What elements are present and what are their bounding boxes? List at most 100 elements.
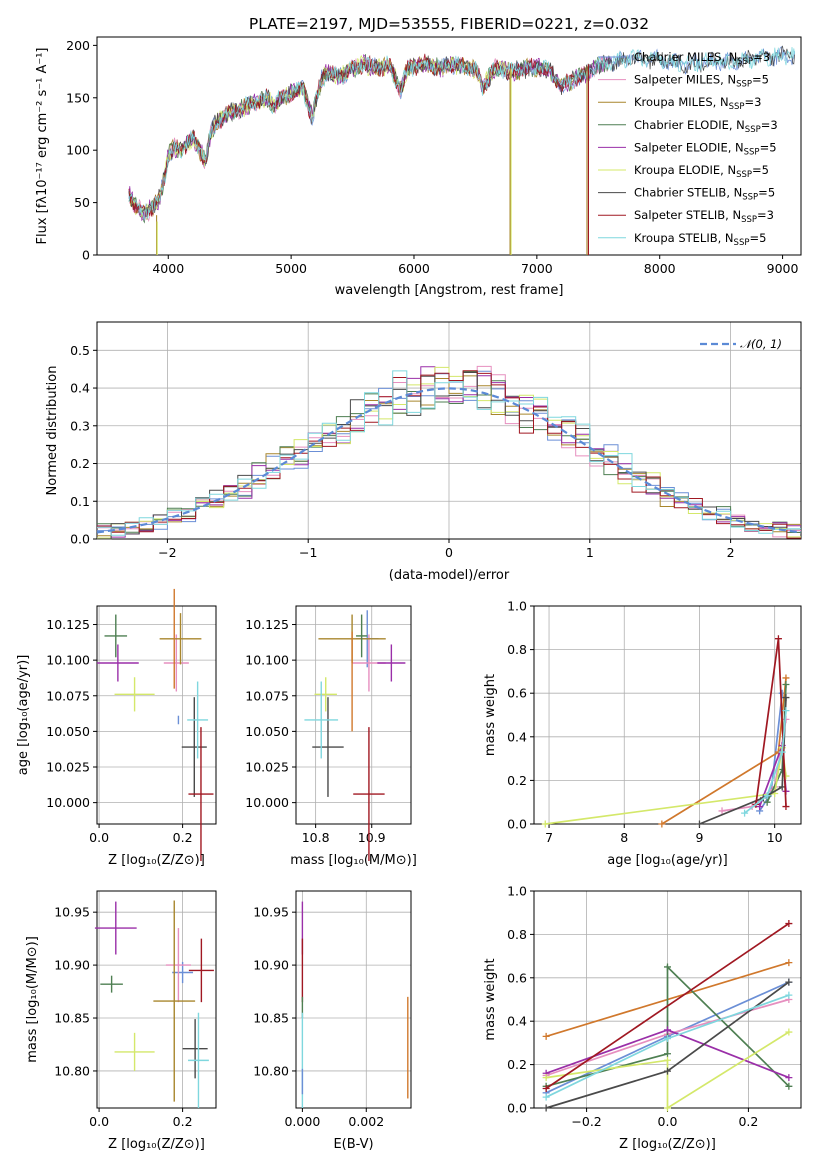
y-tick-label: 10.075 — [46, 688, 90, 703]
y-tick-label: 10.95 — [54, 905, 90, 920]
x-tick-label: 10 — [767, 830, 783, 845]
weight-marker — [664, 1056, 671, 1064]
legend-nssp-eq: = — [749, 231, 759, 245]
x-tick-label: 0.2 — [738, 1114, 758, 1129]
legend-nssp-eq: = — [752, 73, 762, 87]
axes-frame — [96, 36, 802, 256]
legend-series-name: Salpeter ELODIE — [634, 140, 728, 154]
x-axis-label: E(B-V) — [333, 1137, 373, 1152]
age-vs-mass-panel: 10.8 10.9 10.000 10.025 10.050 10.075 10.100 10… — [245, 605, 417, 868]
age-vs-metallicity-panel: 0.0 0.2 10.000 10.025 10.050 10.075 10.100 10.1… — [16, 588, 217, 868]
legend-nssp-sub: SSP — [741, 215, 757, 225]
legend-series-name: Chabrier ELODIE — [634, 118, 729, 132]
spectrum-line — [128, 56, 589, 221]
legend-nssp-sub: SSP — [744, 147, 760, 157]
y-tick-label: 0.2 — [507, 1057, 527, 1072]
x-tick-label: 0.0 — [658, 1114, 678, 1129]
weight-marker — [785, 1028, 793, 1036]
mass-vs-ebv-panel: 0.000 0.002 10.80 10.85 10.90 10.95 E(B-V) — [253, 890, 412, 1152]
axes-frame — [96, 321, 802, 540]
legend-nssp-prefix: , N — [713, 95, 729, 109]
y-tick-label: 10.000 — [245, 795, 289, 810]
weight-marker — [774, 635, 782, 643]
mass-vs-metallicity-panel: 0.0 0.2 10.80 10.85 10.90 10.95 Z [log₁₀(Z/Z⊙)… — [25, 890, 217, 1152]
y-tick-label: 50 — [74, 195, 90, 210]
x-tick-label: 7000 — [521, 261, 553, 276]
weight-line — [699, 697, 787, 825]
residual-histogram — [97, 375, 801, 537]
axes-frame — [295, 605, 412, 825]
y-tick-label: 0.8 — [507, 927, 527, 942]
y-tick-label: 100 — [66, 143, 90, 158]
y-tick-label: 10.025 — [46, 760, 90, 775]
weight-line — [755, 638, 787, 807]
legend-nssp-eq: = — [760, 140, 770, 154]
weight-line — [545, 1031, 790, 1110]
x-tick-label: 10.9 — [358, 830, 386, 845]
legend-nssp-value: 5 — [762, 73, 769, 87]
y-tick-label: 0.6 — [507, 970, 527, 985]
normal-legend-label: 𝒩(0, 1) — [740, 337, 782, 351]
y-tick-label: 10.050 — [46, 724, 90, 739]
x-tick-label: 4000 — [152, 261, 184, 276]
weight-marker — [741, 809, 749, 817]
y-tick-label: 1.0 — [507, 599, 527, 614]
x-tick-label: 0.2 — [173, 1114, 193, 1129]
legend-nssp-eq: = — [758, 186, 768, 200]
y-axis-label: age [log₁₀(age/yr)] — [16, 655, 31, 776]
weight-marker — [785, 991, 793, 999]
massweight-vs-metallicity-panel: −0.2 0.0 0.2 0.0 0.2 0.4 0.6 0.8 1.0 Z [log₁₀(Z/Z… — [483, 884, 802, 1152]
legend-entry: Kroupa ELODIE, NSSP=5 — [634, 163, 769, 180]
legend-series-name: Salpeter MILES — [634, 73, 720, 87]
y-tick-label: 0.6 — [507, 686, 527, 701]
legend-nssp-prefix: , N — [725, 208, 741, 222]
y-tick-label: 10.000 — [46, 795, 90, 810]
legend-nssp-value: 5 — [768, 186, 775, 200]
x-tick-label: 9000 — [767, 261, 799, 276]
weight-marker — [782, 803, 790, 811]
y-tick-label: 10.125 — [245, 617, 289, 632]
y-tick-label: 10.100 — [245, 653, 289, 668]
axes-frame — [96, 605, 217, 825]
weight-marker — [542, 1084, 550, 1092]
weight-marker — [695, 820, 703, 828]
y-tick-label: 10.90 — [253, 958, 289, 973]
residual-histogram — [97, 366, 801, 538]
x-tick-label: 0.0 — [89, 1114, 109, 1129]
legend-nssp-eq: = — [752, 163, 762, 177]
weight-marker — [785, 920, 793, 928]
weight-marker — [664, 1035, 671, 1043]
weight-marker — [658, 820, 666, 828]
spectrum-line — [128, 54, 611, 222]
x-tick-label: −2 — [158, 545, 176, 560]
legend-nssp-prefix: , N — [718, 231, 734, 245]
legend-nssp-eq: = — [753, 50, 763, 64]
legend-entry: Chabrier ELODIE, NSSP=3 — [634, 118, 778, 135]
y-tick-label: 0.2 — [70, 456, 90, 471]
legend-nssp-value: 3 — [767, 208, 774, 222]
spectrum-line — [128, 53, 611, 223]
weight-marker — [664, 1026, 671, 1034]
residual-histogram — [97, 370, 801, 539]
y-tick-label: 10.85 — [253, 1011, 289, 1026]
x-tick-label: 2 — [727, 545, 735, 560]
weight-line — [744, 710, 787, 814]
legend-series-name: Chabrier MILES — [634, 50, 721, 64]
x-tick-label: 0.2 — [173, 830, 193, 845]
weight-marker — [782, 694, 790, 702]
weight-marker — [756, 803, 764, 811]
weight-marker — [782, 707, 790, 715]
spectrum-line — [128, 45, 795, 217]
y-tick-label: 150 — [66, 90, 90, 105]
legend-series-name: Kroupa MILES — [634, 95, 713, 109]
y-tick-label: 0.8 — [507, 642, 527, 657]
legend-series-name: Kroupa STELIB — [634, 231, 718, 245]
legend-nssp-prefix: , N — [720, 73, 736, 87]
x-axis-label: Z [log₁₀(Z/Z⊙)] — [108, 1137, 205, 1152]
legend-nssp-eq: = — [757, 208, 767, 222]
legend-entry: Kroupa STELIB, NSSP=5 — [634, 231, 766, 248]
x-tick-label: −1 — [299, 545, 317, 560]
y-tick-label: 10.90 — [54, 958, 90, 973]
y-tick-label: 10.075 — [245, 688, 289, 703]
